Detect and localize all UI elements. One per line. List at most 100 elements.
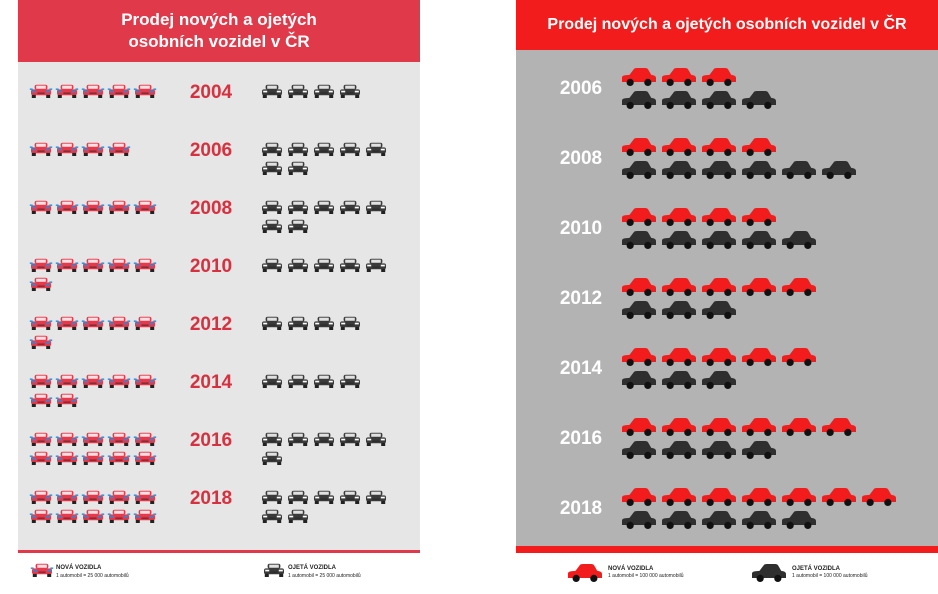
year-label: 2010 xyxy=(189,256,233,277)
used-car-icon xyxy=(622,231,656,249)
used-car-icon xyxy=(262,258,282,272)
used-car-icon xyxy=(340,374,360,388)
used-car-icon xyxy=(702,301,736,319)
new-car-icon xyxy=(702,208,736,226)
used-car-icon xyxy=(742,161,776,179)
new-car-icon xyxy=(622,138,656,156)
used-car-icon xyxy=(314,84,334,98)
used-car-icon xyxy=(262,84,282,98)
new-car-icon xyxy=(29,335,53,349)
used-car-icon xyxy=(662,301,696,319)
left-pictogram-chart xyxy=(29,84,386,523)
used-car-icon xyxy=(314,142,334,156)
year-label: 2014 xyxy=(559,358,603,379)
used-car-icon xyxy=(662,161,696,179)
new-car-icon xyxy=(55,393,79,407)
left-legend-used-title: OJETÁ VOZIDLA xyxy=(288,565,337,571)
used-car-icon xyxy=(366,432,386,446)
new-car-icon xyxy=(742,138,776,156)
right-legend-icons xyxy=(568,564,786,582)
new-car-icon xyxy=(29,84,53,98)
new-car-icon xyxy=(133,258,157,272)
new-car-icon xyxy=(55,490,79,504)
used-car-icon xyxy=(340,84,360,98)
new-car-icon xyxy=(662,68,696,86)
used-car-icon xyxy=(702,511,736,529)
new-car-icon xyxy=(29,509,53,523)
right-legend-new-title: NOVÁ VOZIDLA xyxy=(608,566,654,572)
used-car-icon xyxy=(288,509,308,523)
used-car-icon xyxy=(702,161,736,179)
used-car-icon xyxy=(340,316,360,330)
used-car-icon xyxy=(288,200,308,214)
new-car-icon xyxy=(29,277,53,291)
used-car-icon xyxy=(288,432,308,446)
new-car-icon xyxy=(29,200,53,214)
new-car-icon xyxy=(862,488,896,506)
new-car-icon xyxy=(81,258,105,272)
year-label: 2008 xyxy=(559,148,603,169)
used-car-icon xyxy=(622,91,656,109)
year-label: 2016 xyxy=(559,428,603,449)
right-legend: NOVÁ VOZIDLA 1 automobil = 100 000 autom… xyxy=(516,556,938,594)
used-car-icon xyxy=(262,142,282,156)
year-label: 2018 xyxy=(559,498,603,519)
new-car-icon xyxy=(29,374,53,388)
new-car-icon xyxy=(702,418,736,436)
new-car-icon xyxy=(29,432,53,446)
left-title: Prodej nových a ojetých osobních vozidel… xyxy=(18,0,420,62)
used-car-icon xyxy=(262,219,282,233)
new-car-icon xyxy=(662,278,696,296)
new-car-icon xyxy=(107,509,131,523)
left-legend-new-sub: 1 automobil = 25 000 automobilů xyxy=(56,573,129,579)
left-legend-used-sub: 1 automobil = 25 000 automobilů xyxy=(288,573,361,579)
new-car-icon xyxy=(29,142,53,156)
right-infographic: Prodej nových a ojetých osobních vozidel… xyxy=(516,0,938,594)
new-car-icon xyxy=(702,488,736,506)
used-car-icon xyxy=(262,316,282,330)
left-title-line-1: Prodej nových a ojetých xyxy=(121,10,317,29)
new-car-icon xyxy=(742,418,776,436)
used-car-icon xyxy=(742,441,776,459)
new-car-icon xyxy=(133,490,157,504)
new-car-icon xyxy=(107,142,131,156)
new-car-icon xyxy=(662,208,696,226)
used-car-icon xyxy=(702,371,736,389)
used-car-icon xyxy=(340,490,360,504)
left-legend: NOVÁ VOZIDLA 1 automobil = 25 000 automo… xyxy=(18,550,420,594)
year-label: 2014 xyxy=(189,372,233,393)
new-car-icon xyxy=(702,348,736,366)
new-car-icon xyxy=(55,200,79,214)
year-label: 2004 xyxy=(189,82,233,103)
used-car-icon xyxy=(662,91,696,109)
used-car-icon xyxy=(782,511,816,529)
year-label: 2012 xyxy=(559,288,603,309)
used-car-icon xyxy=(366,490,386,504)
new-car-icon xyxy=(622,208,656,226)
used-car-icon xyxy=(742,91,776,109)
new-car-icon xyxy=(107,258,131,272)
new-car-icon xyxy=(662,138,696,156)
used-car-icon xyxy=(314,316,334,330)
new-car-icon xyxy=(133,509,157,523)
right-legend-used-title: OJETÁ VOZIDLA xyxy=(792,566,841,572)
left-infographic: Prodej nových a ojetých osobních vozidel… xyxy=(18,0,420,594)
new-car-icon xyxy=(29,490,53,504)
year-label: 2016 xyxy=(189,430,233,451)
year-label: 2012 xyxy=(189,314,233,335)
used-car-icon xyxy=(288,142,308,156)
new-car-icon xyxy=(133,374,157,388)
used-car-icon xyxy=(662,231,696,249)
used-car-icon xyxy=(288,84,308,98)
used-car-icon xyxy=(262,200,282,214)
new-car-icon xyxy=(622,418,656,436)
left-title-line-2: osobních vozidel v ČR xyxy=(128,32,310,51)
right-legend-used-sub: 1 automobil = 100 000 automobilů xyxy=(792,573,868,579)
new-car-icon xyxy=(81,451,105,465)
new-car-icon xyxy=(107,432,131,446)
left-legend-icons xyxy=(30,563,284,577)
used-car-icon xyxy=(262,161,282,175)
new-car-icon xyxy=(55,316,79,330)
used-car-icon xyxy=(288,258,308,272)
new-car-icon xyxy=(782,488,816,506)
